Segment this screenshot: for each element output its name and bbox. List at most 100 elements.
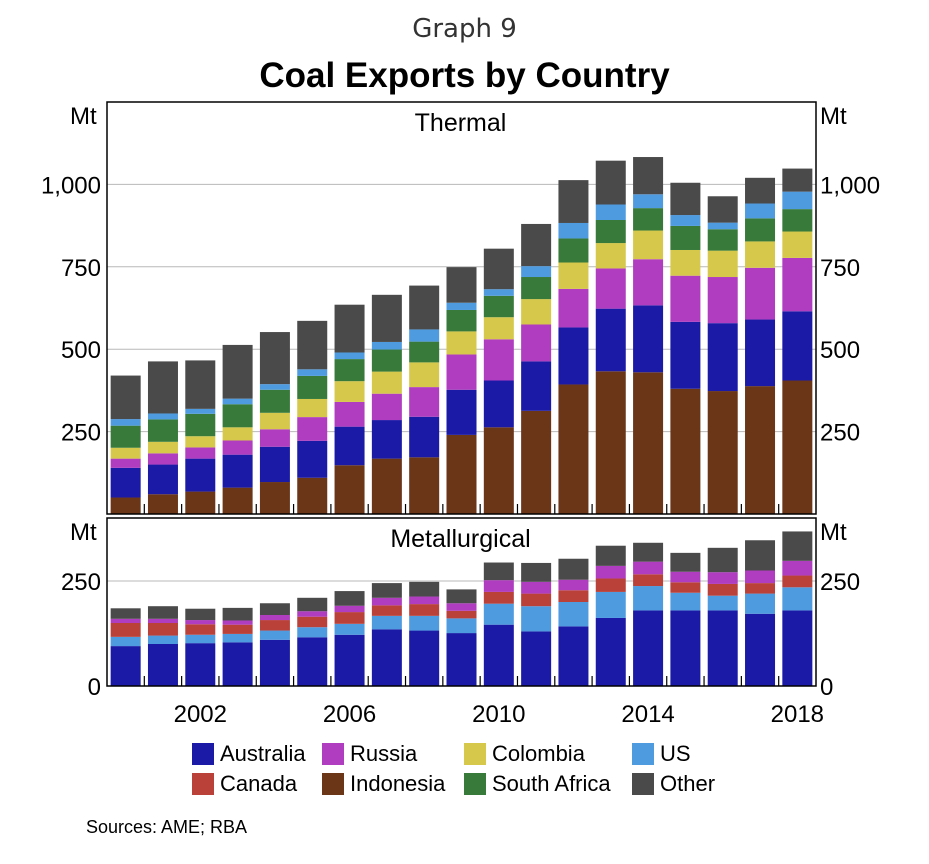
metallurgical-panel-title: Metallurgical bbox=[390, 525, 530, 553]
axes bbox=[106, 101, 817, 687]
x-tick-label-2002: 2002 bbox=[174, 701, 227, 728]
thermal-bar-other-2012 bbox=[558, 180, 589, 223]
metallurgical-bar-canada-2006 bbox=[334, 612, 365, 624]
legend-swatch bbox=[192, 773, 214, 795]
thermal-bar-us-2008 bbox=[409, 329, 440, 342]
legend-swatch bbox=[632, 773, 654, 795]
thermal-panel-title: Thermal bbox=[415, 109, 507, 137]
metallurgical-bar-us-2013 bbox=[595, 591, 626, 618]
metallurgical-bar-australia-2000 bbox=[110, 646, 141, 686]
thermal-bar-other-2000 bbox=[110, 375, 141, 420]
thermal-bar-australia-2005 bbox=[297, 440, 328, 478]
metallurgical-bar-us-2002 bbox=[185, 634, 216, 644]
legend-swatch bbox=[464, 773, 486, 795]
thermal-bar-other-2018 bbox=[782, 168, 813, 192]
metallurgical-bar-australia-2001 bbox=[147, 644, 178, 686]
thermal-bar-australia-2015 bbox=[670, 321, 701, 389]
thermal-ytick-label-left: 1,000 bbox=[41, 172, 101, 199]
thermal-bar-australia-2017 bbox=[745, 319, 776, 387]
legend-item-australia: Australia bbox=[192, 741, 322, 766]
thermal-ytick-label-left: 750 bbox=[61, 255, 101, 282]
metallurgical-bar-us-2000 bbox=[110, 636, 141, 647]
metallurgical-bar-other-2007 bbox=[371, 583, 402, 598]
metallurgical-bar-russia-2015 bbox=[670, 571, 701, 583]
thermal-bar-colombia-2011 bbox=[521, 299, 552, 325]
thermal-bar-russia-2011 bbox=[521, 324, 552, 362]
thermal-bar-indonesia-2000 bbox=[110, 497, 141, 514]
metallurgical-bar-russia-2007 bbox=[371, 597, 402, 606]
thermal-bar-australia-2011 bbox=[521, 361, 552, 411]
thermal-bar-us-2014 bbox=[633, 194, 664, 209]
metallurgical-bar-australia-2016 bbox=[707, 610, 738, 686]
thermal-bar-us-2002 bbox=[185, 408, 216, 414]
legend-item-russia: Russia bbox=[322, 741, 464, 766]
metallurgical-bar-russia-2012 bbox=[558, 579, 589, 591]
thermal-bar-australia-2008 bbox=[409, 416, 440, 458]
thermal-panel-frame bbox=[106, 101, 817, 515]
metallurgical-bar-canada-2003 bbox=[222, 624, 253, 634]
metallurgical-bar-us-2001 bbox=[147, 635, 178, 644]
legend-swatch bbox=[322, 773, 344, 795]
legend-item-indonesia: Indonesia bbox=[322, 771, 464, 796]
thermal-ytick-label-left: 250 bbox=[61, 420, 101, 447]
thermal-bar-russia-2007 bbox=[371, 393, 402, 421]
thermal-bar-colombia-2003 bbox=[222, 427, 253, 441]
metallurgical-bar-russia-2017 bbox=[745, 570, 776, 584]
thermal-bar-indonesia-2009 bbox=[446, 434, 477, 514]
thermal-bar-colombia-2012 bbox=[558, 262, 589, 289]
metallurgical-bar-canada-2015 bbox=[670, 582, 701, 593]
thermal-bar-indonesia-2015 bbox=[670, 388, 701, 514]
thermal-bar-russia-2010 bbox=[483, 339, 514, 381]
metallurgical-ytick-label-left: 0 bbox=[88, 674, 101, 701]
x-tick-label-2010: 2010 bbox=[472, 701, 525, 728]
metallurgical-bar-australia-2011 bbox=[521, 631, 552, 686]
metallurgical-bar-us-2004 bbox=[259, 630, 290, 640]
thermal-bar-australia-2012 bbox=[558, 327, 589, 385]
thermal-bar-indonesia-2012 bbox=[558, 384, 589, 514]
thermal-bar-south-africa-2014 bbox=[633, 208, 664, 231]
legend-item-colombia: Colombia bbox=[464, 741, 632, 766]
thermal-bar-other-2011 bbox=[521, 223, 552, 267]
metallurgical-bar-us-2014 bbox=[633, 586, 664, 611]
metallurgical-bar-russia-2010 bbox=[483, 580, 514, 592]
metallurgical-bar-australia-2013 bbox=[595, 617, 626, 686]
thermal-bar-us-2009 bbox=[446, 302, 477, 310]
metallurgical-bar-russia-2014 bbox=[633, 561, 664, 575]
legend-label: US bbox=[660, 741, 691, 766]
metallurgical-bar-other-2001 bbox=[147, 606, 178, 619]
metallurgical-bar-us-2009 bbox=[446, 618, 477, 634]
metallurgical-bar-other-2005 bbox=[297, 597, 328, 612]
thermal-bar-us-2015 bbox=[670, 215, 701, 226]
thermal-bar-south-africa-2010 bbox=[483, 295, 514, 318]
thermal-bar-colombia-2014 bbox=[633, 230, 664, 260]
thermal-bar-south-africa-2003 bbox=[222, 404, 253, 428]
metallurgical-bar-other-2009 bbox=[446, 589, 477, 604]
thermal-ytick-label-right: 250 bbox=[820, 420, 860, 447]
thermal-bar-indonesia-2017 bbox=[745, 386, 776, 514]
thermal-bar-russia-2002 bbox=[185, 447, 216, 459]
metallurgical-bar-canada-2012 bbox=[558, 590, 589, 602]
legend-item-canada: Canada bbox=[192, 771, 322, 796]
thermal-bar-other-2001 bbox=[147, 361, 178, 414]
metallurgical-bar-other-2014 bbox=[633, 542, 664, 562]
thermal-bar-colombia-2007 bbox=[371, 371, 402, 394]
thermal-bar-south-africa-2007 bbox=[371, 349, 402, 372]
thermal-bar-australia-2006 bbox=[334, 426, 365, 466]
metallurgical-bar-other-2002 bbox=[185, 608, 216, 621]
thermal-bar-other-2009 bbox=[446, 267, 477, 303]
legend: Australia Russia Colombia US Canada Indonesia… bbox=[192, 741, 742, 796]
legend-label: Colombia bbox=[492, 741, 585, 766]
metallurgical-bar-russia-2011 bbox=[521, 581, 552, 594]
thermal-bar-other-2015 bbox=[670, 182, 701, 216]
thermal-bar-south-africa-2008 bbox=[409, 341, 440, 363]
metallurgical-bar-russia-2003 bbox=[222, 620, 253, 625]
thermal-bar-other-2007 bbox=[371, 294, 402, 342]
thermal-bar-indonesia-2005 bbox=[297, 477, 328, 514]
thermal-bar-australia-2018 bbox=[782, 311, 813, 381]
thermal-bar-indonesia-2004 bbox=[259, 482, 290, 514]
legend-swatch bbox=[464, 743, 486, 765]
thermal-bar-us-2017 bbox=[745, 203, 776, 219]
thermal-bar-russia-2009 bbox=[446, 354, 477, 390]
thermal-bar-colombia-2017 bbox=[745, 241, 776, 268]
thermal-bar-us-2018 bbox=[782, 191, 813, 210]
